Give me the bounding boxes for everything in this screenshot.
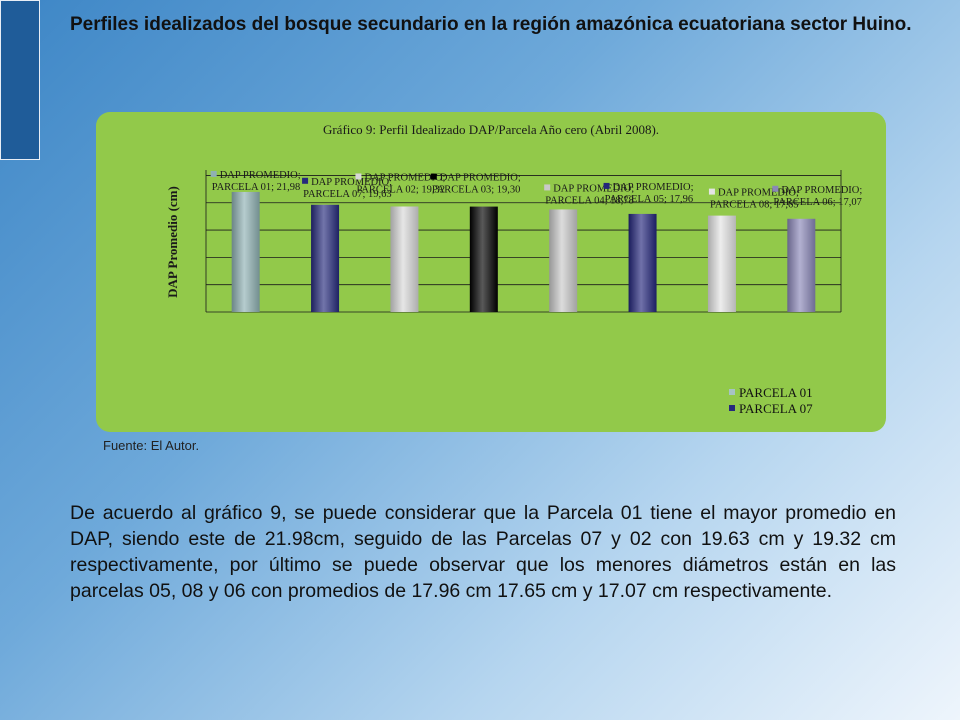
- data-label: DAP PROMEDIO;: [553, 183, 634, 194]
- chart-title: Gráfico 9: Perfil Idealizado DAP/Parcela…: [323, 122, 659, 137]
- chart-panel: Gráfico 9: Perfil Idealizado DAP/Parcela…: [96, 112, 886, 432]
- bar-parcela-06: [787, 218, 816, 312]
- y-axis-label: DAP Promedio (cm): [165, 186, 180, 298]
- data-label: PARCELA 07; 19,63: [303, 189, 392, 200]
- data-label: DAP PROMEDIO;: [440, 173, 521, 184]
- legend-swatch: [729, 389, 735, 395]
- bar-parcela-03: [469, 206, 498, 312]
- slide-title: Perfiles idealizados del bosque secundar…: [70, 14, 912, 35]
- legend-item: PARCELA 07: [739, 401, 813, 416]
- bar-parcela-02: [390, 206, 419, 312]
- data-label: DAP PROMEDIO;: [781, 185, 862, 196]
- bar-parcela-07: [311, 204, 340, 312]
- data-label: DAP PROMEDIO;: [718, 188, 799, 199]
- data-label: PARCELA 01; 21,98: [212, 182, 301, 193]
- data-label-marker: [430, 173, 437, 180]
- bar-parcela-05: [628, 213, 657, 312]
- data-label: DAP PROMEDIO;: [311, 177, 392, 188]
- data-label-marker: [302, 177, 309, 184]
- source-note: Fuente: El Autor.: [103, 438, 200, 453]
- bar-parcela-01: [231, 191, 260, 312]
- data-label: PARCELA 04; 18,78: [545, 195, 634, 206]
- data-label: DAP PROMEDIO;: [220, 170, 301, 181]
- data-label-marker: [544, 184, 551, 191]
- data-label: PARCELA 03; 19,30: [432, 185, 521, 196]
- data-label-marker: [355, 173, 362, 180]
- data-label-marker: [772, 185, 779, 192]
- data-label: PARCELA 05; 17,96: [605, 194, 694, 205]
- data-label: PARCELA 06; 17,07: [773, 197, 862, 208]
- data-label: DAP PROMEDIO;: [364, 172, 445, 183]
- legend-item: PARCELA 01: [739, 385, 813, 400]
- data-label: PARCELA 08; 17,65: [710, 200, 799, 211]
- data-label: PARCELA 02; 19,32: [356, 184, 445, 195]
- chart-svg: Gráfico 9: Perfil Idealizado DAP/Parcela…: [165, 122, 862, 416]
- bar-parcela-08: [707, 215, 736, 312]
- body-paragraph: De acuerdo al gráfico 9, se puede consid…: [70, 502, 896, 602]
- data-label-marker: [603, 182, 610, 189]
- bar-parcela-04: [549, 209, 578, 312]
- legend-swatch: [729, 405, 735, 411]
- data-label-marker: [210, 170, 217, 177]
- data-label-marker: [708, 188, 715, 195]
- side-accent-bar: [0, 0, 40, 160]
- data-label: DAP PROMEDIO;: [613, 182, 694, 193]
